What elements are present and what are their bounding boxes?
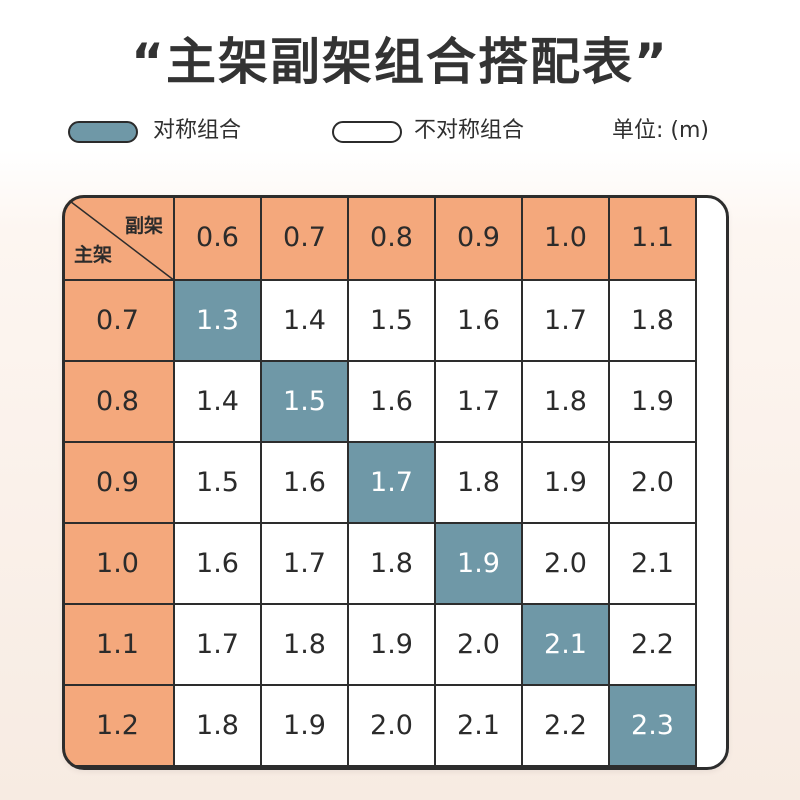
table-cell: 1.8: [523, 362, 610, 443]
column-axis-label: 副架: [124, 215, 163, 237]
asymmetric-swatch: [332, 121, 402, 143]
row-header: 1.1: [62, 605, 175, 686]
table-padding: [697, 362, 729, 443]
table-cell: 1.8: [262, 605, 349, 686]
row-header: 1.0: [62, 524, 175, 605]
column-header: 1.1: [610, 195, 697, 281]
legend: 对称组合 不对称组合 单位: (m): [0, 112, 800, 148]
table-cell: 1.7: [436, 362, 523, 443]
table-cell: 1.7: [262, 524, 349, 605]
table-cell: 1.7: [523, 281, 610, 362]
table-cell: 1.9: [523, 443, 610, 524]
table-cell: 1.6: [262, 443, 349, 524]
table-padding: [349, 767, 436, 770]
corner-diagonal-line: [62, 195, 175, 281]
table-padding: [610, 767, 697, 770]
table-cell: 2.0: [523, 524, 610, 605]
table-cell: 1.6: [349, 362, 436, 443]
table-padding: [436, 767, 523, 770]
row-header: 1.2: [62, 686, 175, 767]
table-padding: [697, 443, 729, 524]
table-padding: [697, 767, 729, 770]
page-title: “主架副架组合搭配表”: [131, 33, 669, 91]
column-header: 0.8: [349, 195, 436, 281]
column-header: 0.7: [262, 195, 349, 281]
table-cell: 1.4: [175, 362, 262, 443]
table-cell: 1.8: [175, 686, 262, 767]
table-padding: [262, 767, 349, 770]
table-cell: 1.5: [349, 281, 436, 362]
table-cell: 1.7: [175, 605, 262, 686]
table-cell: 1.5: [175, 443, 262, 524]
table-cell: 2.2: [523, 686, 610, 767]
table-corner-cell: 副架 主架: [62, 195, 175, 281]
table-padding: [697, 281, 729, 362]
combination-table: 副架 主架 0.6 0.7 0.8 0.9 1.0 1.1 0.7 1.3 1.4 1.5 1.6 1…: [62, 195, 729, 770]
table-padding: [697, 605, 729, 686]
table-padding: [62, 767, 175, 770]
column-header: 0.9: [436, 195, 523, 281]
unit-label: 单位: (m): [612, 118, 710, 143]
symmetric-cell: 1.7: [349, 443, 436, 524]
row-axis-label: 主架: [74, 244, 113, 266]
table-cell: 1.9: [262, 686, 349, 767]
table-padding: [697, 686, 729, 767]
row-header: 0.9: [62, 443, 175, 524]
table-cell: 2.0: [436, 605, 523, 686]
asymmetric-legend-label: 不对称组合: [414, 118, 525, 143]
table-cell: 2.0: [349, 686, 436, 767]
table-padding: [697, 524, 729, 605]
table-cell: 1.8: [349, 524, 436, 605]
table-cell: 1.9: [610, 362, 697, 443]
table-cell: 2.2: [610, 605, 697, 686]
table-cell: 1.8: [436, 443, 523, 524]
symmetric-cell: 1.5: [262, 362, 349, 443]
table-cell: 1.6: [175, 524, 262, 605]
column-header: 1.0: [523, 195, 610, 281]
symmetric-cell: 1.9: [436, 524, 523, 605]
table-cell: 2.1: [436, 686, 523, 767]
table-cell: 1.9: [349, 605, 436, 686]
row-header: 0.8: [62, 362, 175, 443]
symmetric-cell: 2.3: [610, 686, 697, 767]
table-padding: [523, 767, 610, 770]
table-grid: 副架 主架 0.6 0.7 0.8 0.9 1.0 1.1 0.7 1.3 1.4 1.5 1.6 1…: [62, 195, 729, 770]
table-padding: [175, 767, 262, 770]
symmetric-cell: 1.3: [175, 281, 262, 362]
table-cell: 1.6: [436, 281, 523, 362]
symmetric-cell: 2.1: [523, 605, 610, 686]
table-padding: [697, 195, 729, 281]
symmetric-legend-label: 对称组合: [153, 118, 242, 143]
table-cell: 2.1: [610, 524, 697, 605]
table-cell: 1.4: [262, 281, 349, 362]
row-header: 0.7: [62, 281, 175, 362]
symmetric-swatch: [68, 121, 138, 143]
table-cell: 2.0: [610, 443, 697, 524]
column-header: 0.6: [175, 195, 262, 281]
table-cell: 1.8: [610, 281, 697, 362]
